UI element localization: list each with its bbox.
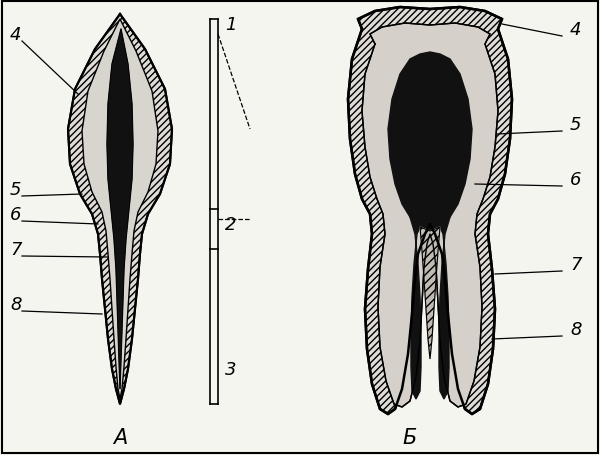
Text: 8: 8 [570,320,581,338]
Text: 6: 6 [570,171,581,188]
Text: 7: 7 [10,241,22,258]
Polygon shape [348,8,512,414]
Text: 6: 6 [10,206,22,223]
Polygon shape [420,228,440,359]
Text: 3: 3 [225,360,236,378]
Text: 4: 4 [570,21,581,39]
Text: 2: 2 [225,216,236,233]
Polygon shape [68,15,172,404]
Text: 1: 1 [225,16,236,34]
Polygon shape [388,53,472,232]
Text: 4: 4 [10,26,22,44]
Polygon shape [410,217,430,399]
Text: Б: Б [403,427,417,447]
Polygon shape [430,217,450,399]
Polygon shape [362,24,498,407]
Text: 5: 5 [10,181,22,198]
Text: A: A [113,427,127,447]
Polygon shape [82,20,158,399]
Text: 5: 5 [570,116,581,134]
Polygon shape [107,30,133,389]
Text: 7: 7 [570,255,581,273]
Text: 8: 8 [10,295,22,313]
